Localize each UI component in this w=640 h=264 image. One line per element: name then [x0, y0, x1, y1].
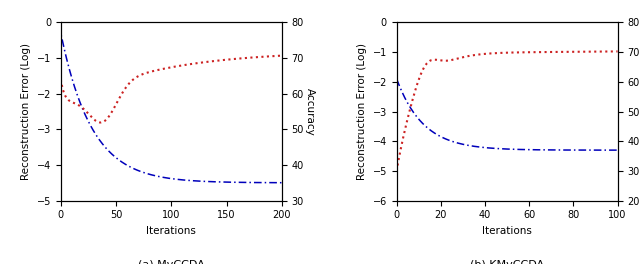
- Title: (b) KMvCCDA: (b) KMvCCDA: [470, 259, 544, 264]
- X-axis label: Iterations: Iterations: [482, 226, 532, 236]
- Y-axis label: Reconstruction Error (Log): Reconstruction Error (Log): [21, 43, 31, 180]
- Title: (a) MvCCDA: (a) MvCCDA: [138, 259, 205, 264]
- Y-axis label: Accuracy: Accuracy: [305, 88, 315, 135]
- X-axis label: Iterations: Iterations: [147, 226, 196, 236]
- Y-axis label: Reconstruction Error (Log): Reconstruction Error (Log): [357, 43, 367, 180]
